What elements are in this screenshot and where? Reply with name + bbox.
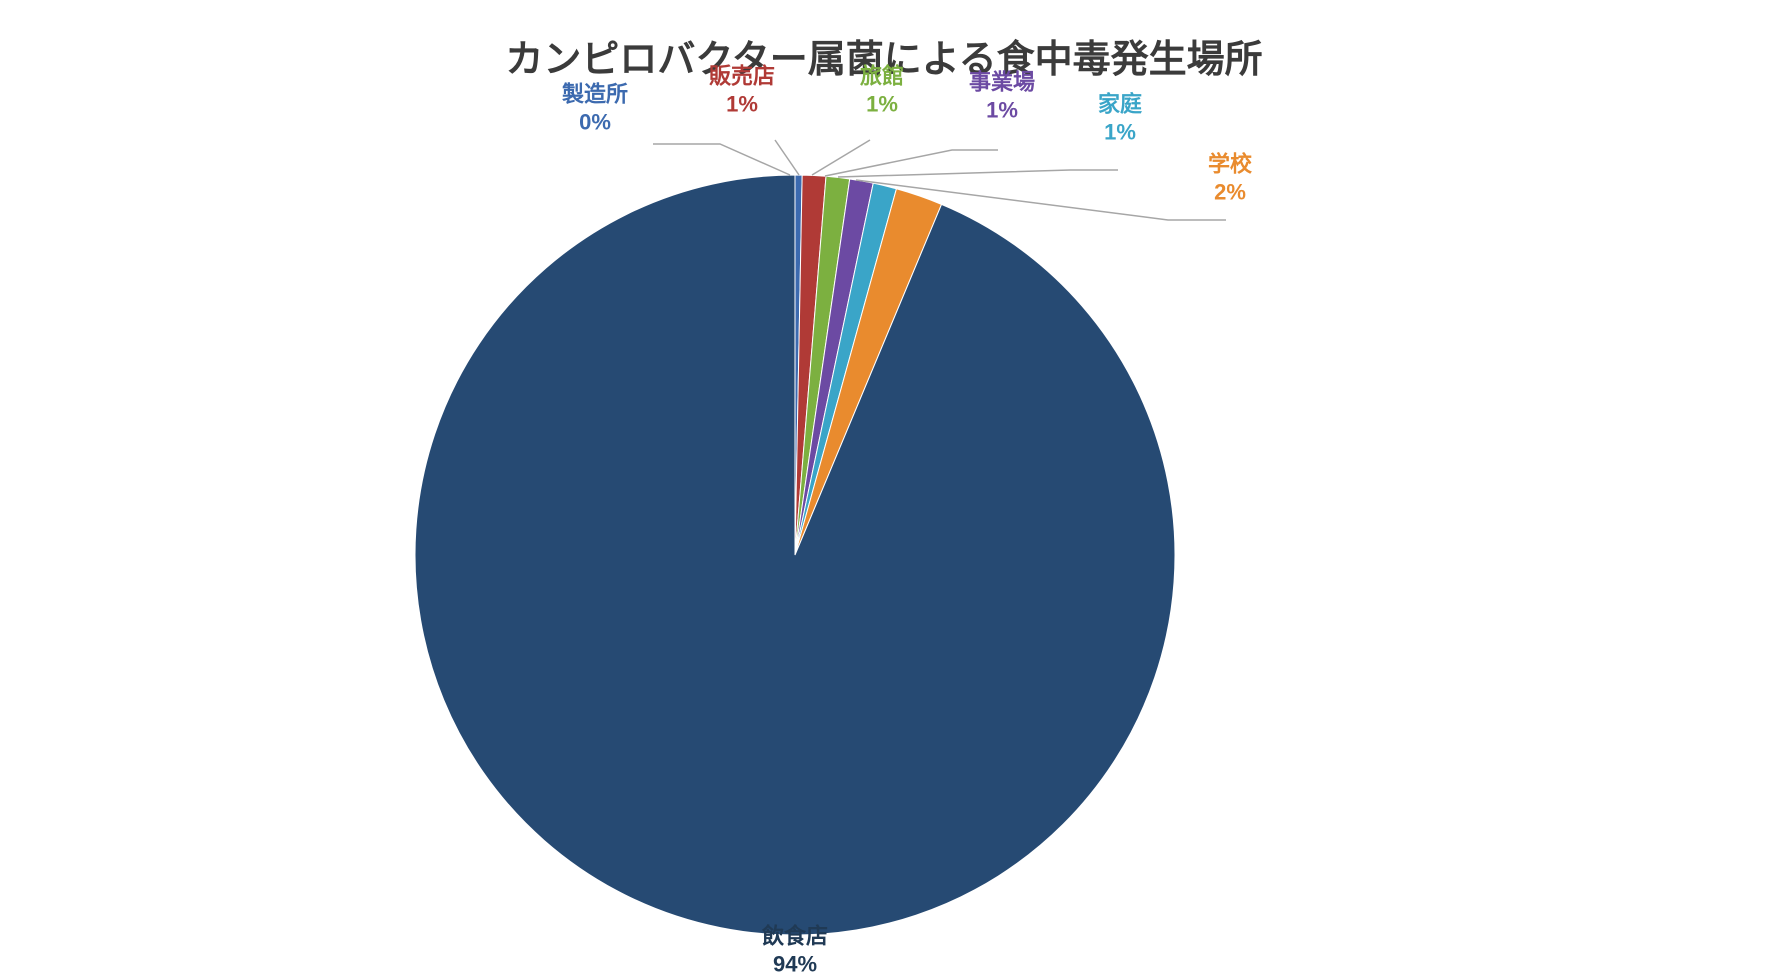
pie-chart [0,0,1768,975]
slice-label: 販売店1% [709,63,775,118]
pie-slice [415,175,1175,935]
slice-label-pct: 1% [1098,118,1142,146]
slice-label-pct: 1% [969,96,1035,124]
slice-label-name: 学校 [1208,151,1252,179]
slice-label-pct: 94% [762,950,828,975]
chart-stage: カンピロバクター属菌による食中毒発生場所 製造所0%販売店1%旅館1%事業場1%… [0,0,1768,975]
slice-label-name: 飲食店 [762,923,828,951]
slice-label: 家庭1% [1098,91,1142,146]
slice-label-name: 旅館 [860,63,904,91]
slice-label-pct: 1% [709,90,775,118]
slice-label: 飲食店94% [762,923,828,975]
slice-label-name: 製造所 [562,81,628,109]
slice-label-pct: 2% [1208,178,1252,206]
slice-label-name: 事業場 [969,69,1035,97]
slice-label: 学校2% [1208,151,1252,206]
slice-label-pct: 0% [562,108,628,136]
slice-label-name: 販売店 [709,63,775,91]
slice-label-name: 家庭 [1098,91,1142,119]
slice-label: 製造所0% [562,81,628,136]
slice-label-pct: 1% [860,90,904,118]
slice-label: 事業場1% [969,69,1035,124]
slice-label: 旅館1% [860,63,904,118]
